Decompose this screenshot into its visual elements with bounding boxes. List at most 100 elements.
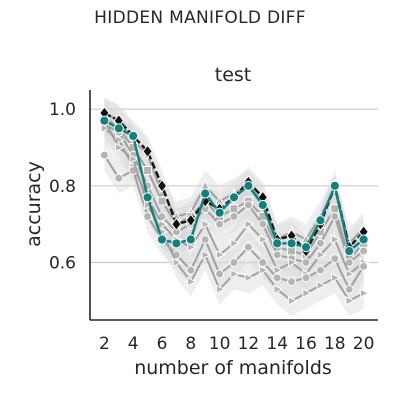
data-point [114, 173, 124, 183]
data-point [142, 144, 153, 159]
data-point [302, 288, 312, 298]
data-point [272, 238, 283, 249]
data-point [259, 234, 269, 245]
x-tick-label: 10 [209, 334, 231, 354]
data-point [100, 123, 111, 134]
data-point [287, 277, 297, 287]
y-axis-label: accuracy [23, 161, 45, 247]
data-point [172, 257, 183, 268]
data-point [287, 257, 298, 268]
data-point [215, 269, 225, 279]
x-tick-label: 14 [266, 334, 288, 354]
series-highlight [99, 115, 369, 257]
data-point [301, 273, 311, 283]
data-point [228, 192, 240, 203]
data-point [315, 265, 325, 275]
data-point [330, 204, 340, 214]
y-tick-label: 0.8 [49, 177, 76, 197]
data-point [358, 234, 369, 245]
data-point [330, 254, 340, 264]
data-point [230, 238, 240, 249]
data-point [359, 288, 370, 298]
data-point [201, 219, 212, 229]
data-point [156, 234, 168, 245]
data-point [230, 269, 240, 279]
data-point [229, 204, 239, 214]
data-point [129, 154, 140, 164]
data-point [329, 180, 340, 191]
data-point [171, 217, 182, 231]
data-point [345, 269, 356, 279]
data-point [215, 219, 225, 229]
data-point [128, 130, 139, 142]
data-point [259, 265, 269, 275]
data-point [200, 188, 211, 199]
data-point [187, 276, 197, 287]
data-point [99, 115, 110, 126]
data-point [243, 200, 253, 210]
series-lines [99, 106, 370, 306]
y-tick-label: 0.6 [49, 254, 76, 274]
confidence-band [104, 111, 364, 261]
x-tick-label: 2 [99, 334, 110, 354]
data-point [258, 219, 268, 229]
data-point [229, 212, 239, 221]
data-point [185, 234, 196, 245]
data-point [156, 179, 168, 193]
x-tick-label: 4 [128, 334, 139, 354]
data-point [243, 242, 253, 252]
data-point [272, 273, 282, 283]
data-point [359, 261, 369, 271]
x-tick-label: 8 [185, 334, 196, 354]
data-point [301, 258, 311, 267]
data-point [316, 250, 327, 260]
tick-labels: 0.6 0.8 1.0 2 4 6 8 10 12 14 16 18 20 [49, 100, 374, 354]
data-point [273, 265, 284, 275]
data-point [244, 273, 255, 283]
data-point [99, 150, 109, 160]
data-point [331, 234, 341, 245]
data-point [187, 242, 197, 252]
data-point [171, 238, 182, 249]
data-point [344, 284, 354, 294]
data-point [113, 123, 124, 134]
x-tick-label: 6 [157, 334, 168, 354]
data-point [330, 212, 340, 221]
data-point [115, 142, 125, 153]
data-point [215, 284, 226, 295]
data-point [257, 199, 268, 211]
data-point [243, 180, 254, 191]
data-point [215, 250, 226, 260]
y-tick-label: 1.0 [49, 100, 76, 120]
data-point [201, 250, 212, 260]
data-point [272, 250, 282, 260]
data-point [315, 215, 326, 226]
data-point [287, 296, 298, 306]
x-tick-label: 16 [295, 334, 317, 354]
data-point [143, 166, 153, 175]
confidence-band [104, 97, 364, 267]
data-point [344, 245, 355, 257]
data-point [157, 196, 167, 206]
data-point [286, 238, 297, 249]
data-point [214, 207, 225, 218]
data-point [142, 192, 153, 203]
data-point [229, 258, 239, 267]
axes [89, 90, 378, 321]
series-gray [100, 115, 370, 306]
chart-title: test [215, 64, 252, 86]
data-point [143, 212, 153, 221]
data-point [200, 235, 210, 244]
data-point [316, 280, 327, 291]
x-axis-label: number of manifolds [134, 357, 332, 379]
x-tick-label: 12 [238, 334, 260, 354]
data-point [331, 273, 341, 283]
confidence-band [104, 97, 364, 259]
data-point [345, 296, 356, 306]
data-point [258, 258, 268, 267]
data-point [315, 238, 325, 248]
data-point [244, 219, 255, 229]
data-point [186, 265, 196, 275]
data-point [300, 242, 312, 253]
